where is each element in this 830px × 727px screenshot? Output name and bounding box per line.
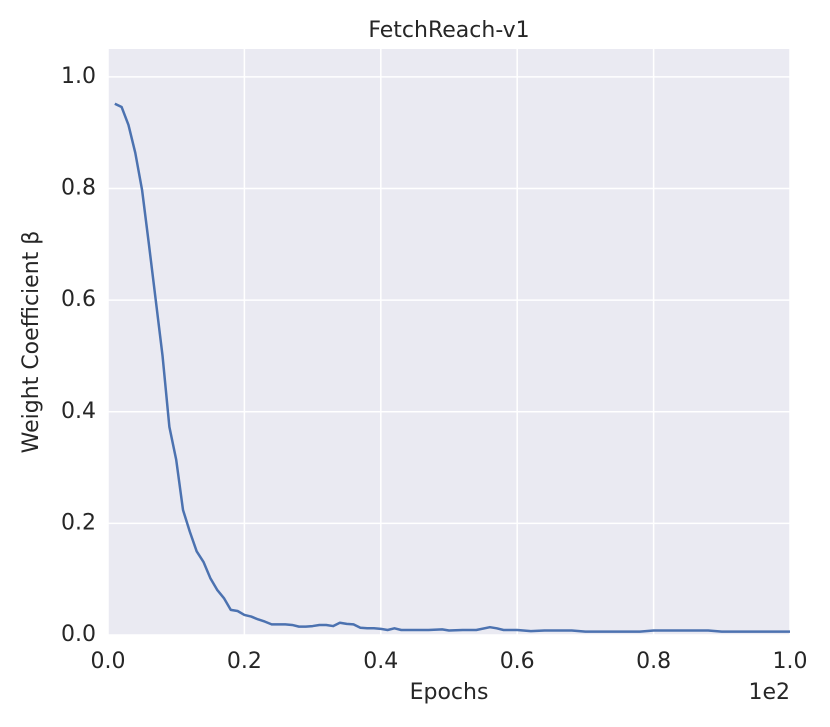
- x-tick-label: 1.0: [773, 649, 808, 674]
- data-line: [114, 102, 790, 633]
- x-tick-label: 0.6: [500, 649, 535, 674]
- y-axis-label: Weight Coefficient β: [19, 231, 44, 454]
- x-tick-label: 0.2: [227, 649, 262, 674]
- y-tick-label: 1.0: [61, 64, 96, 89]
- x-offset-label: 1e2: [748, 680, 790, 705]
- y-tick-label: 0.4: [61, 399, 96, 424]
- x-tick-label: 0.8: [636, 649, 671, 674]
- y-tick-label: 0.2: [61, 510, 96, 535]
- y-tick-label: 0.0: [61, 622, 96, 647]
- chart-title: FetchReach-v1: [368, 18, 529, 43]
- y-tick-label: 0.8: [61, 176, 96, 201]
- x-tick-label: 0.0: [91, 649, 126, 674]
- y-tick-label: 0.6: [61, 287, 96, 312]
- x-axis-label: Epochs: [410, 680, 489, 705]
- plot-area: [108, 49, 790, 635]
- x-tick-label: 0.4: [363, 649, 398, 674]
